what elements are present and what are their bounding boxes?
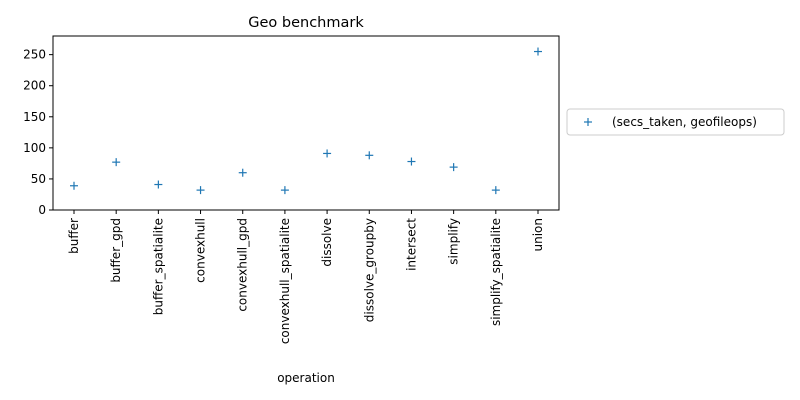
legend-box	[566, 108, 785, 136]
y-tick-label: 250	[23, 48, 46, 62]
data-point	[323, 149, 332, 158]
x-tick-label: simplify_spatialite	[489, 218, 503, 326]
data-point	[196, 186, 205, 195]
legend-marker	[584, 118, 592, 126]
chart-title: Geo benchmark	[248, 15, 364, 31]
x-tick-label: dissolve	[320, 218, 334, 267]
data-point	[154, 180, 163, 189]
data-point	[238, 168, 247, 177]
data-point	[70, 181, 78, 190]
legend-label: (secs_taken, geofileops)	[612, 115, 757, 129]
x-tick-label: intersect	[404, 218, 418, 271]
x-tick-label: simplify	[447, 218, 461, 265]
x-axis: buffer buffer_gpd buffer_spatialite convexh…	[67, 210, 545, 344]
y-tick-label: 50	[31, 172, 46, 186]
plot-area	[52, 35, 560, 211]
data-point	[491, 186, 500, 195]
legend: (secs_taken, geofileops)	[566, 108, 785, 136]
x-tick-label: convexhull_spatialite	[278, 218, 292, 344]
x-tick-label: union	[531, 218, 545, 252]
data-point	[407, 157, 416, 166]
data-point	[365, 151, 374, 160]
data-point	[534, 47, 542, 56]
y-tick-label: 0	[38, 203, 46, 217]
y-tick-label: 100	[23, 141, 46, 155]
data-point	[449, 163, 458, 172]
y-tick-label: 200	[23, 79, 46, 93]
x-tick-label: dissolve_groupby	[362, 218, 376, 322]
x-tick-label: convexhull	[194, 218, 208, 283]
x-tick-label: convexhull_gpd	[236, 218, 250, 312]
data-point	[280, 186, 289, 195]
x-tick-label: buffer	[67, 218, 81, 254]
x-axis-title: operation	[277, 371, 335, 385]
x-tick-label: buffer_gpd	[109, 218, 123, 283]
data-markers	[70, 47, 542, 195]
x-tick-label: buffer_spatialite	[151, 218, 165, 315]
data-point	[112, 158, 121, 167]
y-tick-label: 150	[23, 110, 46, 124]
y-axis: 0 50 100 150 200 250	[23, 48, 53, 217]
